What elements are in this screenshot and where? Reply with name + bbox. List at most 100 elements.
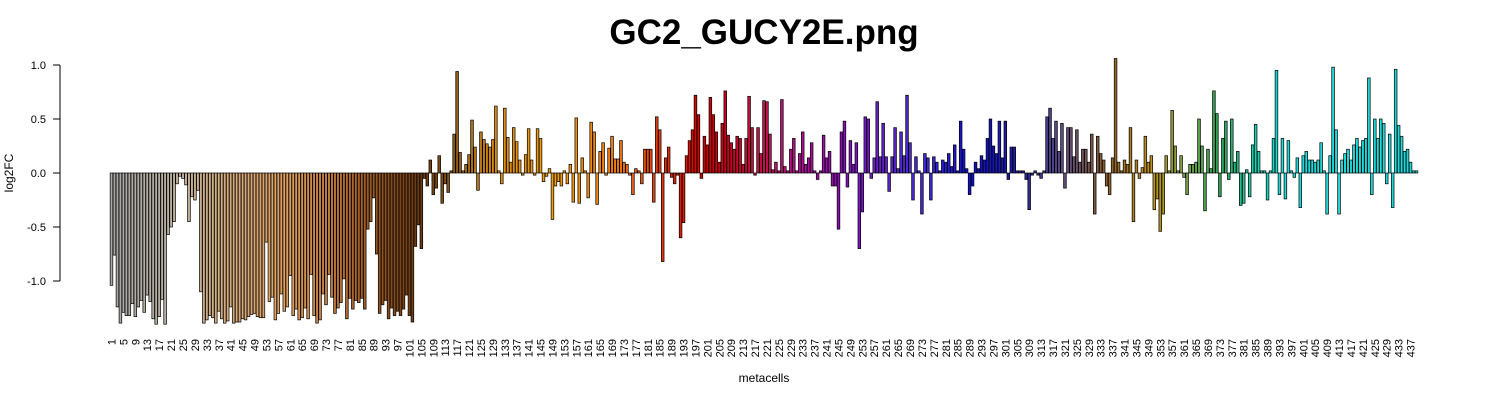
bar bbox=[503, 107, 507, 174]
bar bbox=[488, 146, 492, 174]
bar bbox=[541, 172, 546, 182]
bar bbox=[872, 157, 876, 174]
bar bbox=[294, 172, 298, 310]
bar bbox=[550, 172, 555, 220]
x-tick-label: 377 bbox=[1227, 339, 1239, 357]
bar bbox=[967, 172, 972, 195]
bar bbox=[369, 172, 373, 222]
x-tick-label: 249 bbox=[845, 339, 857, 357]
bar bbox=[1206, 148, 1210, 174]
bar bbox=[801, 131, 805, 174]
x-tick-label: 125 bbox=[476, 339, 488, 357]
bar bbox=[1262, 170, 1267, 174]
bar bbox=[583, 170, 587, 174]
bar bbox=[285, 172, 289, 308]
bar bbox=[804, 164, 808, 174]
x-tick-label: 373 bbox=[1215, 339, 1227, 357]
x-tick-label: 365 bbox=[1191, 339, 1203, 357]
bar bbox=[383, 172, 388, 301]
bar bbox=[1084, 148, 1088, 174]
x-tick-label: 369 bbox=[1203, 339, 1215, 357]
bar bbox=[1310, 159, 1314, 174]
x-tick-label: 277 bbox=[929, 339, 941, 357]
bar bbox=[678, 172, 683, 239]
bar bbox=[696, 114, 701, 174]
bar bbox=[634, 168, 638, 174]
bar bbox=[1057, 151, 1061, 174]
bar bbox=[1396, 125, 1401, 174]
bar bbox=[613, 158, 617, 174]
bar bbox=[1069, 127, 1073, 174]
bar bbox=[1277, 172, 1282, 195]
bar bbox=[476, 172, 480, 191]
bar bbox=[1352, 144, 1356, 174]
bar bbox=[1265, 172, 1270, 201]
bar bbox=[768, 133, 772, 174]
bar bbox=[1340, 159, 1344, 174]
bar bbox=[109, 172, 114, 286]
x-tick-label: 325 bbox=[1072, 339, 1084, 357]
bar bbox=[1003, 120, 1008, 174]
x-tick-label: 53 bbox=[261, 339, 273, 351]
x-tick-label: 417 bbox=[1346, 339, 1358, 357]
bar bbox=[163, 172, 167, 325]
bar bbox=[196, 172, 200, 191]
x-tick-label: 117 bbox=[452, 339, 464, 357]
bar bbox=[1042, 170, 1046, 174]
bar bbox=[628, 172, 632, 176]
bar bbox=[142, 172, 146, 313]
bar bbox=[619, 140, 623, 174]
bar bbox=[747, 95, 751, 174]
bar bbox=[991, 145, 996, 174]
x-tick-label: 77 bbox=[333, 339, 345, 351]
bar bbox=[440, 172, 444, 204]
bar bbox=[190, 172, 194, 198]
bar bbox=[1182, 172, 1186, 178]
bar bbox=[419, 172, 424, 249]
bar bbox=[1167, 170, 1171, 174]
x-tick-label: 401 bbox=[1298, 339, 1310, 357]
bar bbox=[1012, 146, 1016, 174]
bar bbox=[300, 172, 304, 319]
x-tick-label: 425 bbox=[1370, 339, 1382, 357]
bar bbox=[360, 172, 364, 299]
bar bbox=[738, 138, 742, 174]
bar bbox=[372, 172, 376, 199]
bar bbox=[878, 156, 882, 174]
bar bbox=[848, 140, 853, 174]
x-tick-label: 281 bbox=[941, 339, 953, 357]
x-tick-label: 221 bbox=[762, 339, 774, 357]
x-tick-label: 329 bbox=[1084, 339, 1096, 357]
bar bbox=[169, 172, 173, 228]
x-tick-label: 421 bbox=[1358, 339, 1370, 357]
bar bbox=[705, 144, 710, 174]
bar bbox=[223, 172, 227, 324]
bar bbox=[276, 172, 281, 314]
bar bbox=[404, 172, 409, 296]
bar bbox=[1075, 129, 1079, 174]
bar bbox=[1379, 118, 1383, 174]
bar bbox=[622, 161, 626, 174]
bar bbox=[1322, 170, 1326, 174]
bar bbox=[887, 172, 891, 192]
x-tick-label: 37 bbox=[214, 339, 226, 351]
bar bbox=[958, 120, 963, 174]
bar bbox=[783, 166, 787, 174]
bar bbox=[1307, 159, 1311, 174]
bar bbox=[220, 172, 224, 320]
bar bbox=[702, 135, 707, 174]
x-tick-label: 385 bbox=[1251, 339, 1263, 357]
bar bbox=[354, 172, 358, 301]
x-tick-label: 285 bbox=[953, 339, 965, 357]
bar bbox=[500, 172, 504, 185]
bar bbox=[961, 148, 966, 174]
bar bbox=[1194, 161, 1198, 174]
bar bbox=[258, 172, 263, 319]
bar bbox=[523, 154, 528, 174]
bar bbox=[240, 172, 245, 320]
bar bbox=[929, 172, 933, 201]
bar bbox=[1301, 155, 1305, 174]
bar bbox=[926, 157, 930, 174]
bar bbox=[586, 172, 590, 199]
bar bbox=[1236, 151, 1240, 174]
